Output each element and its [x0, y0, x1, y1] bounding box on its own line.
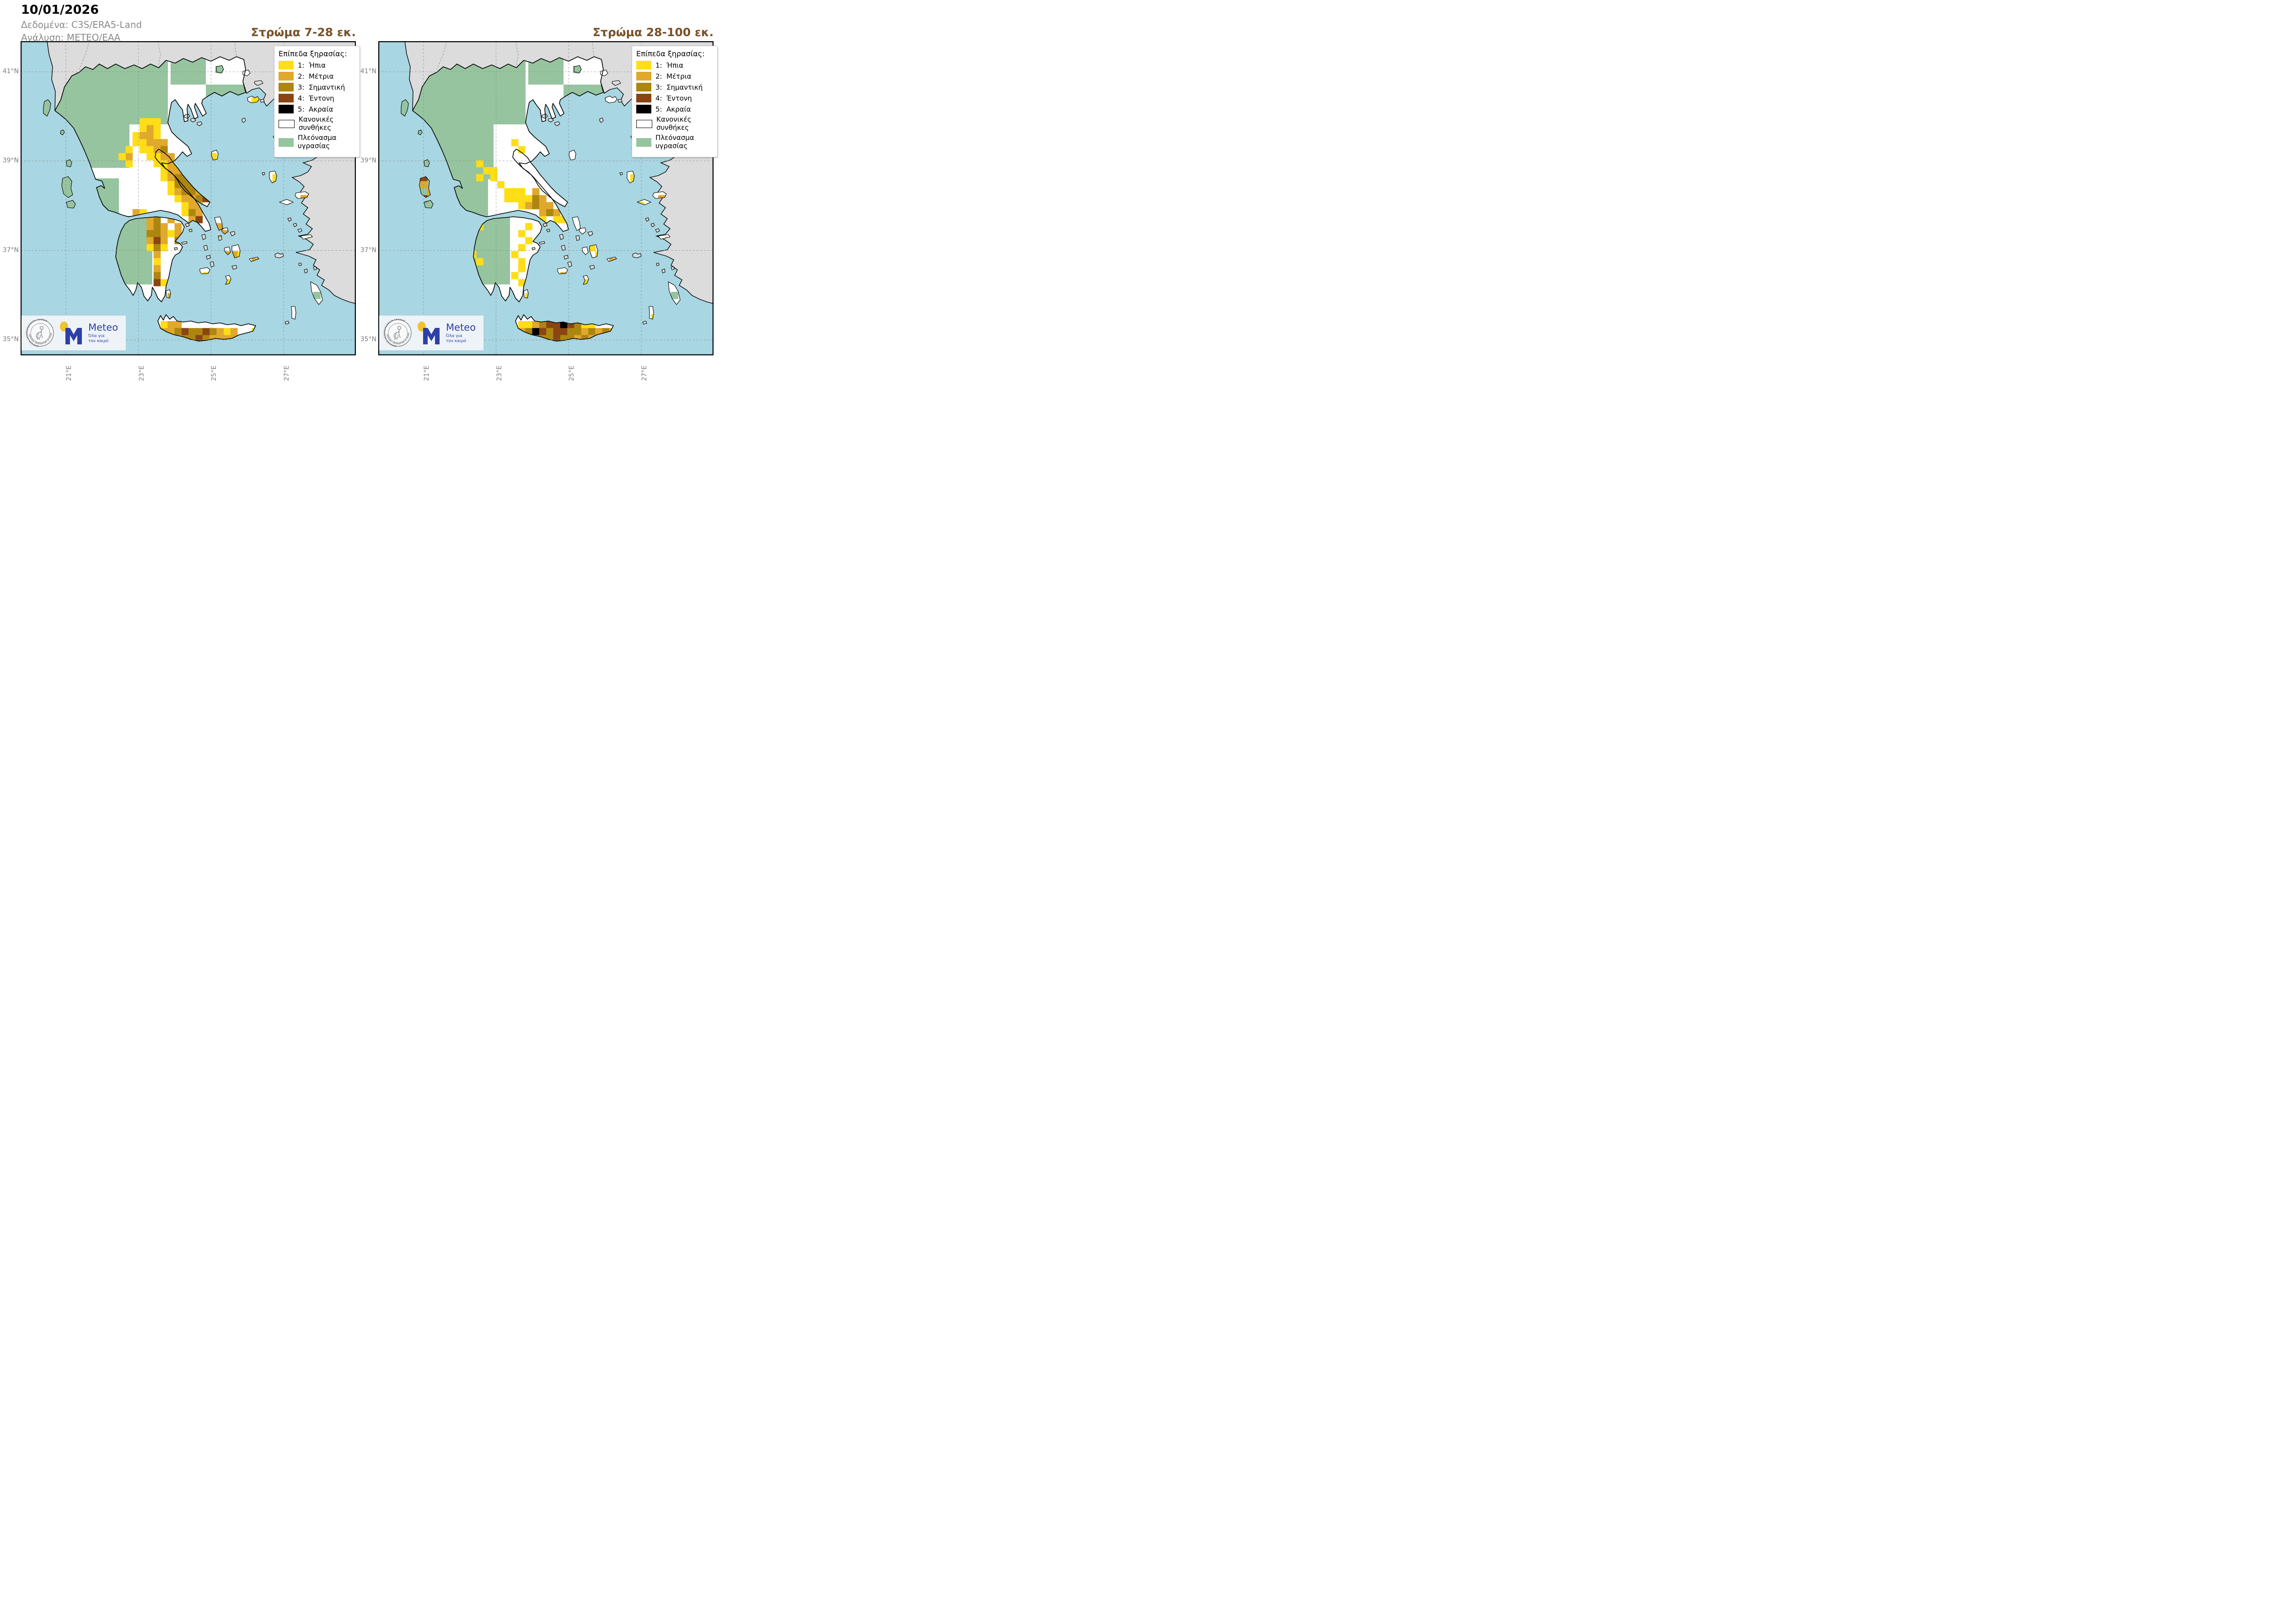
x-axis-label: 21°E — [65, 365, 73, 381]
meteo-logo-mark — [60, 322, 82, 344]
drought-map-page: { "header": { "date": "10/01/2026", "dat… — [0, 0, 718, 381]
coastlines — [401, 56, 681, 342]
drought-legend: Επίπεδα ξηρασίας: 1: Ήπια 2: Μέτρια 3: Σημαντι… — [274, 46, 360, 157]
meteo-brand: Meteo — [88, 322, 118, 333]
legend-swatch — [279, 83, 294, 91]
y-axis-label: 41°N — [360, 68, 376, 75]
legend-swatch — [279, 72, 294, 80]
legend-normal-row: Κανονικές συνθήκες — [636, 115, 713, 132]
legend-swatch — [279, 61, 294, 70]
y-axis-label: 35°N — [2, 336, 19, 343]
seal-figure — [394, 326, 401, 340]
legend-surplus-row: Πλεόνασμα υγρασίας — [636, 134, 713, 150]
legend-swatch — [279, 105, 294, 113]
map-frame — [21, 41, 356, 355]
left-panel-title: Στρώμα 7-28 εκ. — [251, 26, 356, 39]
seal-figure — [36, 326, 43, 340]
meteo-slogan: Όλα για τον καιρό — [446, 333, 467, 343]
legend-title: Επίπεδα ξηρασίας: — [636, 49, 705, 58]
x-axis-label: 25°E — [568, 365, 575, 381]
meteo-brand: Meteo — [446, 322, 476, 333]
legend-swatch-normal — [279, 119, 295, 128]
legend-level-row: 2: Μέτρια — [279, 72, 355, 80]
meteo-noa-logo: ΕΘΝΙΚΟΝ ΑΣΤΕΡΟΣΚΟΠΕΙΟΝ ΑΘΗΝΩΝ NATIONAL OB… — [21, 316, 126, 350]
x-axis-label: 25°E — [210, 365, 218, 381]
y-axis-label: 41°N — [2, 68, 19, 75]
legend-swatch — [636, 72, 651, 80]
map-panel-layer-7-28cm: 41°N 39°N 37°N 35°N 21°E 23°E 25°E 27°E Επίπεδα … — [3, 41, 360, 381]
legend-swatch — [636, 83, 651, 91]
drought-legend: Επίπεδα ξηρασίας: 1: Ήπια 2: Μέτρια 3: Σημαντι… — [632, 46, 718, 157]
y-axis-label: 37°N — [2, 247, 19, 254]
date-label: 10/01/2026 — [21, 3, 99, 17]
legend-normal-row: Κανονικές συνθήκες — [279, 115, 355, 132]
legend-swatch — [636, 94, 651, 102]
x-axis-label: 27°E — [641, 365, 648, 381]
legend-level-row: 5: Ακραία — [279, 105, 355, 113]
legend-swatch — [636, 105, 651, 113]
legend-swatch-surplus — [636, 138, 651, 147]
legend-level-row: 4: Έντονη — [636, 94, 713, 102]
x-axis-label: 23°E — [138, 365, 145, 381]
greece-drought-map-svg — [378, 41, 714, 355]
legend-level-row: 1: Ήπια — [279, 61, 355, 70]
country-borders — [79, 41, 237, 70]
legend-swatch — [279, 94, 294, 102]
legend-swatch — [636, 61, 651, 70]
legend-level-row: 1: Ήπια — [636, 61, 713, 70]
y-axis-label: 37°N — [360, 247, 376, 254]
legend-level-row: 3: Σημαντική — [636, 83, 713, 91]
y-axis-label: 39°N — [360, 157, 376, 164]
x-axis-label: 23°E — [496, 365, 503, 381]
legend-level-row: 4: Έντονη — [279, 94, 355, 102]
y-axis-label: 39°N — [2, 157, 19, 164]
legend-swatch-normal — [636, 119, 652, 128]
legend-level-row: 3: Σημαντική — [279, 83, 355, 91]
map-panel-layer-28-100cm: 41°N 39°N 37°N 35°N 21°E 23°E 25°E 27°E Επίπεδα … — [360, 41, 718, 381]
y-axis-label: 35°N — [360, 336, 376, 343]
legend-title: Επίπεδα ξηρασίας: — [279, 49, 347, 58]
meteo-logo-mark — [418, 322, 440, 344]
right-panel-title: Στρώμα 28-100 εκ. — [592, 26, 714, 39]
legend-surplus-row: Πλεόνασμα υγρασίας — [279, 134, 355, 150]
legend-swatch-surplus — [279, 138, 294, 147]
data-source-label: Δεδομένα: C3S/ERA5-Land — [21, 19, 142, 30]
country-borders — [436, 41, 595, 70]
x-axis-label: 27°E — [283, 365, 290, 381]
coastlines — [43, 56, 323, 342]
map-frame — [378, 41, 714, 355]
legend-level-row: 2: Μέτρια — [636, 72, 713, 80]
x-axis-label: 21°E — [423, 365, 430, 381]
meteo-noa-logo: ΕΘΝΙΚΟΝ ΑΣΤΕΡΟΣΚΟΠΕΙΟΝ ΑΘΗΝΩΝ NATIONAL OB… — [379, 316, 483, 350]
legend-level-row: 5: Ακραία — [636, 105, 713, 113]
meteo-slogan: Όλα για τον καιρό — [88, 333, 109, 343]
